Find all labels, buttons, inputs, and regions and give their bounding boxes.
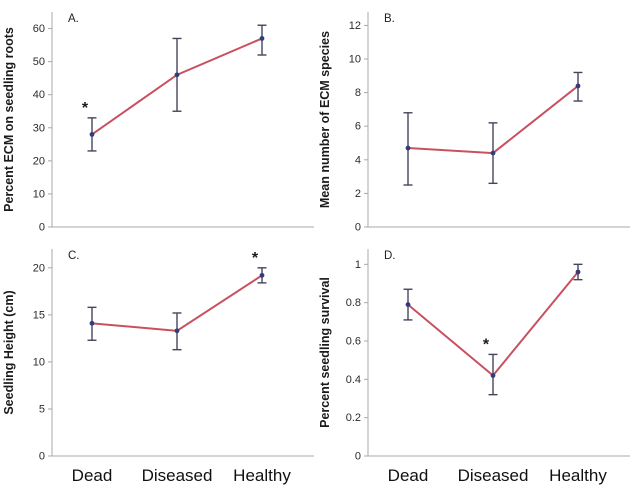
x-category-label: Diseased <box>142 466 213 485</box>
y-tick-label: 1 <box>355 259 361 271</box>
significance-asterisk: * <box>82 100 89 117</box>
data-point <box>490 150 496 156</box>
data-point <box>405 302 411 307</box>
x-category-label: Healthy <box>233 466 291 485</box>
panel-c-chart: 0 5 10 15 20 Seedling Height (cm) C. * Dead Disea… <box>2 249 314 485</box>
y-tick-label: 6 <box>355 121 361 133</box>
panel-d-chart: 0 0.2 0.4 0.6 0.8 1 Percent seedling survival D… <box>318 249 630 485</box>
panel-letter: C. <box>68 250 80 262</box>
panel-letter: B. <box>384 13 395 25</box>
data-point <box>575 269 581 275</box>
y-tick-label: 50 <box>33 56 45 68</box>
y-axis-title: Percent ECM on seedling roots <box>2 27 16 212</box>
data-point <box>490 373 496 378</box>
y-tick-label: 0.2 <box>346 412 361 424</box>
y-tick-label: 4 <box>355 154 361 166</box>
y-tick-label: 0 <box>355 222 361 234</box>
y-axis-title: Seedling Height (cm) <box>2 290 16 414</box>
y-tick-label: 0 <box>39 222 45 234</box>
data-point <box>259 272 265 278</box>
y-tick-label: 20 <box>33 262 45 274</box>
significance-asterisk: * <box>483 336 490 353</box>
y-axis-title: Mean number of ECM species <box>318 31 332 208</box>
y-tick-label: 10 <box>33 188 45 200</box>
x-category-label: Dead <box>388 466 429 485</box>
y-tick-label: 12 <box>349 20 361 32</box>
y-axis-title: Percent seedling survival <box>318 277 332 428</box>
y-tick-label: 0.4 <box>346 374 361 386</box>
data-point <box>405 145 411 151</box>
y-tick-label: 0 <box>355 451 361 463</box>
y-tick-label: 2 <box>355 188 361 200</box>
data-point <box>89 131 95 137</box>
y-tick-label: 30 <box>33 122 45 134</box>
y-tick-label: 10 <box>349 54 361 66</box>
x-category-label: Dead <box>72 466 113 485</box>
data-point <box>89 320 95 326</box>
x-category-label: Diseased <box>458 466 529 485</box>
y-tick-label: 0.8 <box>346 297 361 309</box>
y-tick-label: 0.6 <box>346 336 361 348</box>
panel-letter: A. <box>68 13 79 25</box>
panel-b-chart: 0 2 4 6 8 10 12 Mean number of ECM species B. <box>318 12 630 234</box>
y-tick-label: 20 <box>33 155 45 167</box>
y-tick-label: 8 <box>355 87 361 99</box>
y-tick-label: 0 <box>39 451 45 463</box>
y-tick-label: 10 <box>33 356 45 368</box>
y-tick-label: 40 <box>33 89 45 101</box>
data-point <box>259 36 265 41</box>
y-tick-label: 5 <box>39 403 45 415</box>
y-tick-label: 15 <box>33 309 45 321</box>
panel-letter: D. <box>384 250 396 262</box>
significance-asterisk: * <box>252 250 259 267</box>
data-point <box>174 72 180 78</box>
x-category-label: Healthy <box>549 466 607 485</box>
y-tick-label: 60 <box>33 23 45 35</box>
data-point <box>575 83 581 89</box>
panel-a-chart: 0 10 20 30 40 50 60 Percent ECM on seedling roo… <box>2 12 314 234</box>
data-point <box>174 328 180 334</box>
